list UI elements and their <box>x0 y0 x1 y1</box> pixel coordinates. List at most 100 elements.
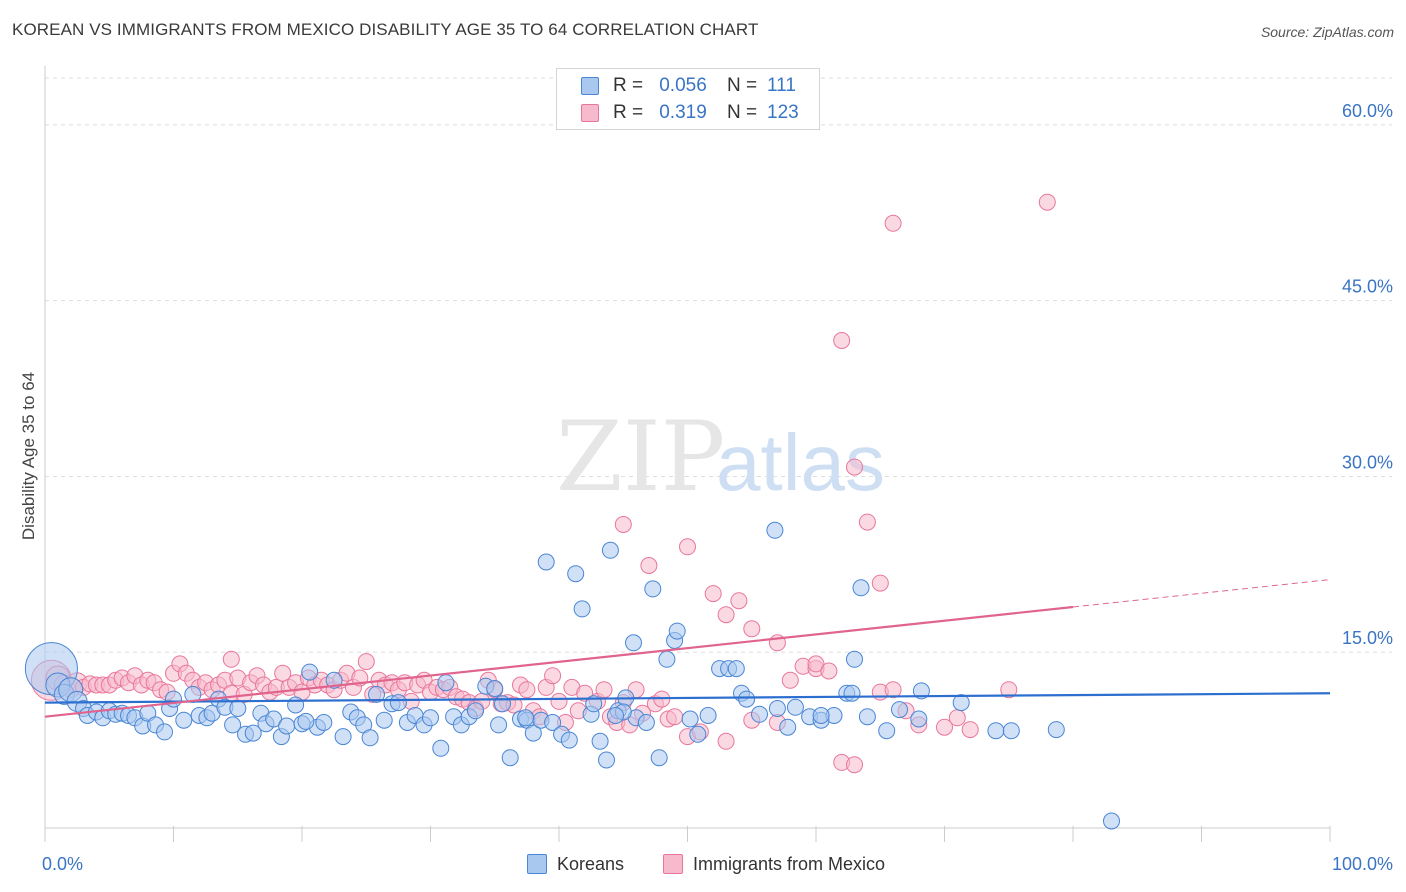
chart-title: KOREAN VS IMMIGRANTS FROM MEXICO DISABIL… <box>12 20 759 39</box>
mexico-point <box>550 692 568 710</box>
mexico-point <box>640 557 658 574</box>
korean-point <box>846 650 863 668</box>
mexico-point <box>1000 681 1018 699</box>
korean-point <box>560 731 578 749</box>
korean-point <box>858 708 876 726</box>
watermark: ZIP atlas <box>556 401 885 513</box>
mexico-point <box>820 662 838 680</box>
mexico-swatch <box>581 104 599 122</box>
legend-mexico-label: Immigrants from Mexico <box>693 853 886 874</box>
mexico-point <box>274 664 292 682</box>
korean-point <box>625 634 642 652</box>
mexico-point <box>858 513 876 531</box>
korean-point <box>689 725 707 743</box>
korean-point <box>658 650 676 668</box>
korean-point <box>878 722 896 740</box>
series-mexico-points <box>30 193 1056 774</box>
mexico-point <box>717 606 735 624</box>
legend-koreans: Koreans <box>527 852 624 876</box>
korean-point <box>265 710 283 728</box>
mexico-point <box>679 538 696 556</box>
mexico-point <box>846 756 863 774</box>
mexico-point <box>884 681 902 699</box>
n-value: 123 <box>767 102 799 123</box>
source-label: Source: ZipAtlas.com <box>1260 24 1394 40</box>
korean-point <box>1103 812 1120 830</box>
mexico-point <box>833 332 851 349</box>
n-label: N = <box>727 75 758 96</box>
koreans-trend-line <box>44 692 1331 704</box>
mexico-trend-extension <box>1072 579 1331 608</box>
mexico-point <box>807 655 825 673</box>
korean-point <box>843 684 861 702</box>
mexico-point <box>222 650 240 668</box>
korean-point <box>301 663 319 681</box>
mexico-point <box>704 585 722 603</box>
n-value: 111 <box>767 75 796 96</box>
korean-point <box>598 751 615 769</box>
korean-point <box>297 712 315 730</box>
korean-point <box>278 717 296 735</box>
mexico-point <box>781 671 799 689</box>
mexico-point <box>730 592 748 610</box>
korean-point <box>852 579 870 597</box>
korean-point <box>812 707 830 724</box>
y-tick-label: 60.0% <box>1342 101 1393 121</box>
korean-point <box>524 724 542 742</box>
korean-point <box>368 685 385 703</box>
korean-point <box>591 732 609 750</box>
y-axis-label: Disability Age 35 to 64 <box>19 372 38 540</box>
korean-point <box>699 707 717 724</box>
tick-labels: 15.0% 30.0% 45.0% 60.0% 0.0% 100.0% <box>42 101 1393 874</box>
y-tick-label: 45.0% <box>1342 277 1393 297</box>
korean-point <box>607 707 624 724</box>
mexico-point <box>1038 193 1056 211</box>
korean-point <box>501 749 519 767</box>
korean-point <box>650 749 668 767</box>
korean-point <box>432 739 450 757</box>
stats-box: R = 0.056 N = 111 R = 0.319 N = 123 <box>556 68 820 130</box>
korean-point <box>779 718 797 736</box>
korean-point <box>567 565 585 583</box>
mexico-point <box>717 732 735 750</box>
korean-point <box>681 710 699 728</box>
gridlines <box>45 77 1392 653</box>
mexico-point <box>961 721 979 739</box>
r-label: R = <box>613 102 644 123</box>
x-tick-label-min: 0.0% <box>42 854 83 874</box>
mexico-point <box>936 718 953 736</box>
korean-point <box>375 711 393 729</box>
mexico-point <box>846 458 863 476</box>
mexico-point <box>595 681 613 699</box>
mexico-trend-line <box>44 605 1074 718</box>
trend-lines <box>44 579 1331 718</box>
korean-point <box>766 521 784 539</box>
korean-point <box>738 690 756 708</box>
korean-point <box>224 716 242 734</box>
y-tick-label: 15.0% <box>1342 628 1393 648</box>
korean-point <box>601 541 619 559</box>
korean-point <box>544 714 562 731</box>
mexico-point <box>884 214 902 232</box>
series-koreans-points <box>24 521 1120 830</box>
korean-point <box>668 622 686 640</box>
legend-mexico-swatch <box>663 854 683 874</box>
korean-point <box>486 680 504 697</box>
korean-point <box>467 702 484 720</box>
legend-koreans-swatch <box>527 854 547 874</box>
y-tick-label: 30.0% <box>1342 452 1393 472</box>
korean-point <box>786 698 804 716</box>
korean-point <box>244 724 262 742</box>
mexico-point <box>357 653 375 671</box>
mexico-point <box>666 708 684 726</box>
x-tick-label-max: 100.0% <box>1332 854 1393 874</box>
stats-row-koreans: R = 0.056 N = 111 <box>581 73 796 99</box>
korean-point <box>517 709 535 727</box>
n-label: N = <box>727 102 758 123</box>
korean-point <box>585 695 603 713</box>
r-value: 0.056 <box>659 75 707 96</box>
korean-point <box>1047 721 1065 739</box>
mexico-point <box>518 681 536 699</box>
korean-point <box>361 729 379 747</box>
korean-point <box>1002 722 1020 740</box>
